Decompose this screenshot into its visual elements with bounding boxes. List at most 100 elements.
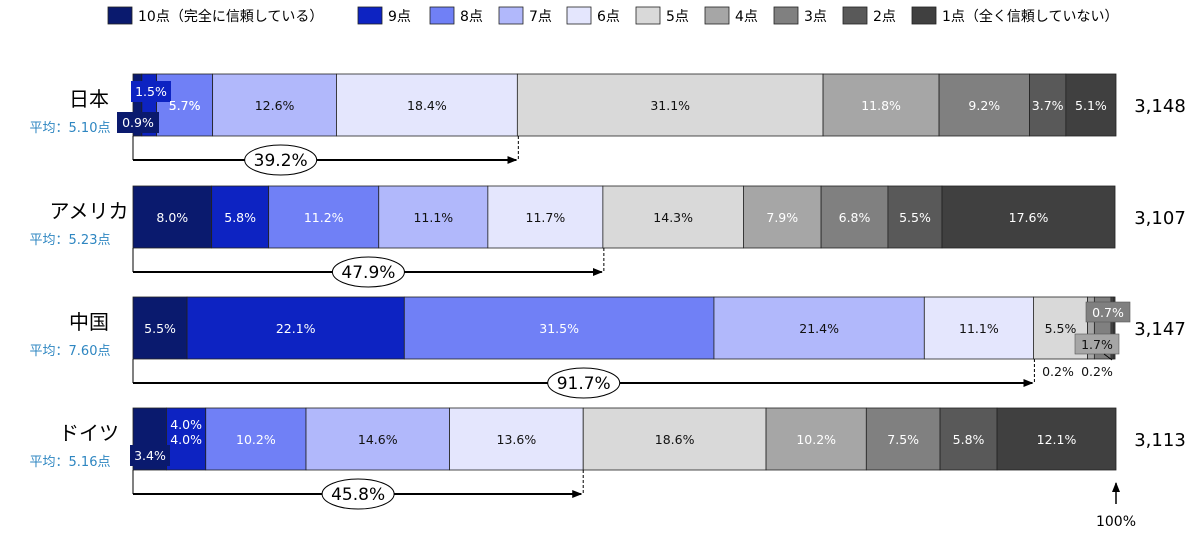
bar-segment [1029, 73, 1067, 137]
bar-segment [1112, 296, 1116, 360]
segment-value-label: 11.8% [861, 98, 901, 113]
average-label: 平均：5.16点 [30, 455, 111, 470]
bar-segment [449, 407, 584, 471]
legend-swatch [429, 6, 455, 25]
segment-value-label: 10.2% [236, 432, 276, 447]
segment-value-label: 11.2% [304, 210, 344, 225]
legend-label: 7点 [529, 9, 552, 25]
legend-label: 8点 [460, 9, 483, 25]
segment-value-label: 1.5% [135, 84, 167, 99]
legend-swatch [842, 6, 868, 25]
legend-label: 5点 [666, 9, 689, 25]
sample-size-label: 3,147 [1134, 319, 1186, 340]
cumulative-oval [331, 256, 405, 288]
segment-value-label: 18.4% [407, 98, 447, 113]
bar-segment [403, 296, 715, 360]
cumulative-percent-label: 39.2% [254, 151, 308, 171]
segment-value-label: 1.7% [1081, 337, 1113, 352]
segment-value-label: 8.0% [156, 210, 188, 225]
bar-segment [132, 296, 188, 360]
cumulative-percent-label: 91.7% [557, 374, 611, 394]
bar-segment [887, 185, 943, 249]
legend-swatch [635, 6, 661, 25]
bar-segment [516, 73, 824, 137]
segment-value-label: 6.8% [839, 210, 871, 225]
bar-segment [939, 407, 998, 471]
cumulative-oval [244, 144, 318, 176]
segment-value-label: 10.2% [796, 432, 836, 447]
bar-segment [268, 185, 380, 249]
bar-segment [743, 185, 822, 249]
legend-swatch [704, 6, 730, 25]
cumulative-percent-label: 45.8% [331, 485, 385, 505]
bar-segment [305, 407, 450, 471]
bar-segment [166, 407, 207, 471]
segment-value-label: 12.6% [255, 98, 295, 113]
cumulative-oval [321, 478, 395, 510]
bar-segment [186, 296, 405, 360]
legend-label: 3点 [804, 9, 827, 25]
bar-segment [765, 407, 867, 471]
legend-label: 1点（全く信頼していない） [942, 8, 1119, 25]
bar-segment [132, 185, 213, 249]
legend-swatch [773, 6, 799, 25]
segment-value-label: 0.2% [1042, 364, 1074, 379]
bar-segment [205, 407, 307, 471]
bar-segment [923, 296, 1034, 360]
average-label: 平均：5.10点 [30, 121, 111, 136]
segment-value-label: 3.7% [1032, 98, 1064, 113]
bar-segment [211, 185, 270, 249]
cumulative-oval [547, 367, 621, 399]
segment-value-label: 22.1% [276, 321, 316, 336]
callout-box [117, 112, 159, 133]
legend-swatch [911, 6, 937, 25]
segment-value-label: 0.9% [122, 115, 154, 130]
bar-segment [996, 407, 1117, 471]
segment-value-label: 5.8% [224, 210, 256, 225]
bar-segment [487, 185, 604, 249]
segment-value-label: 13.6% [497, 432, 537, 447]
segment-value-label: 9.2% [968, 98, 1000, 113]
bar-segment [336, 73, 518, 137]
country-label: 中国 [69, 310, 109, 334]
segment-value-label: 0.7% [1092, 305, 1124, 320]
bar-segment [378, 185, 489, 249]
bar-segment [941, 185, 1116, 249]
segment-value-label: 4.0% [170, 432, 202, 447]
segment-value-label: 12.1% [1037, 432, 1077, 447]
callout-box [131, 81, 171, 102]
country-label: 日本 [69, 87, 109, 111]
bar-segment [713, 296, 925, 360]
segment-value-label: 21.4% [799, 321, 839, 336]
average-label: 平均：7.60点 [30, 344, 111, 359]
segment-value-label: 5.5% [1045, 321, 1077, 336]
cumulative-percent-label: 47.9% [341, 263, 395, 283]
legend-label: 6点 [597, 9, 620, 25]
country-label: ドイツ [59, 421, 119, 445]
bar-segment [938, 73, 1030, 137]
country-label: アメリカ [50, 199, 129, 223]
sample-size-label: 3,148 [1134, 96, 1186, 117]
segment-value-label: 11.1% [413, 210, 453, 225]
bar-segment [602, 185, 744, 249]
segment-value-label: 5.5% [899, 210, 931, 225]
bar-segment [820, 185, 889, 249]
sample-size-label: 3,107 [1134, 208, 1186, 229]
legend-label: 4点 [735, 9, 758, 25]
segment-value-label: 5.5% [144, 321, 176, 336]
segment-value-label: 17.6% [1009, 210, 1049, 225]
segment-value-label: 4.0% [170, 417, 202, 432]
callout-box [130, 445, 170, 466]
segment-value-label: 5.7% [169, 98, 201, 113]
legend-swatch [107, 6, 133, 25]
legend-swatch [566, 6, 592, 25]
legend-swatch [498, 6, 524, 25]
bar-segment [1065, 73, 1117, 137]
segment-value-label: 14.3% [653, 210, 693, 225]
segment-value-label: 11.1% [959, 321, 999, 336]
segment-value-label: 5.7% [169, 98, 201, 113]
legend-label: 2点 [873, 9, 896, 25]
segment-value-label: 3.4% [134, 448, 166, 463]
